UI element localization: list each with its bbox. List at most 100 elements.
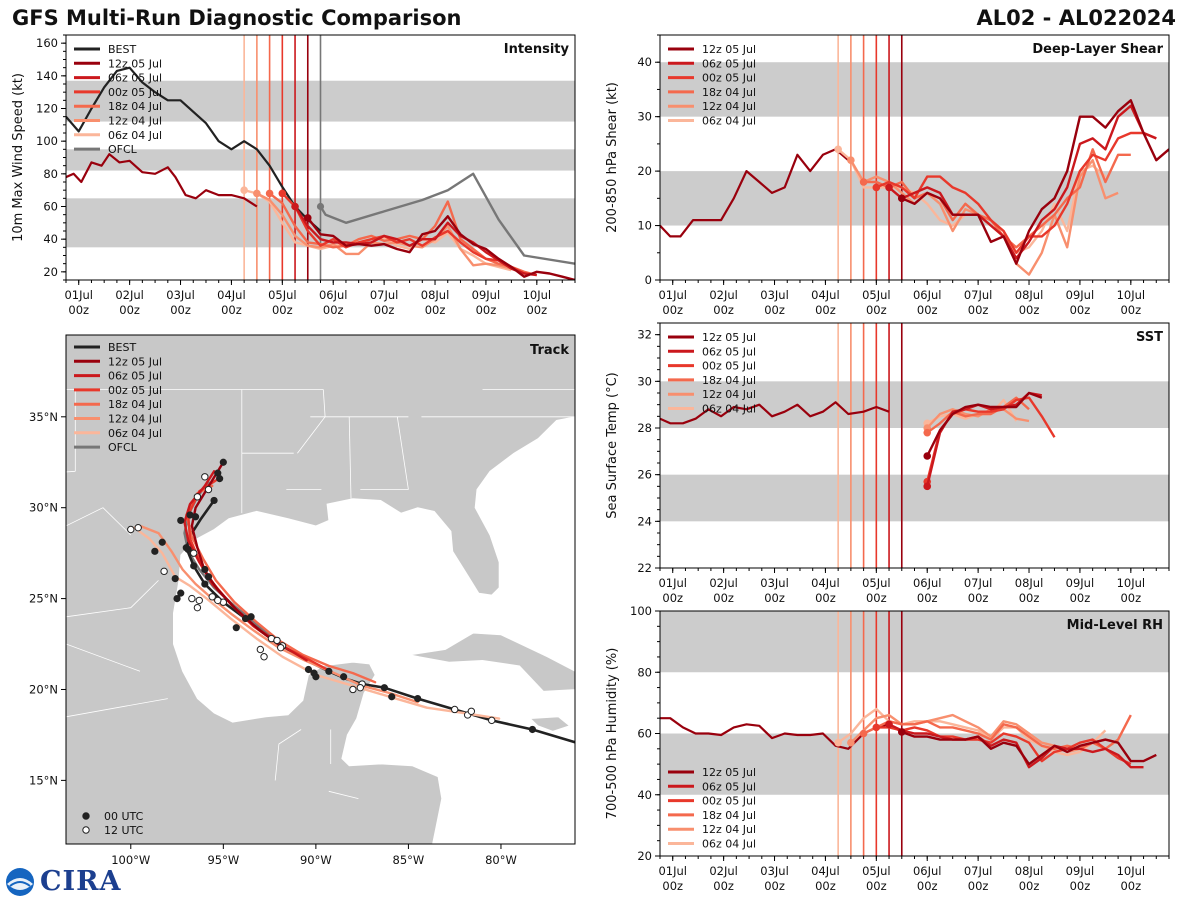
marker-00utc — [204, 573, 213, 581]
init-marker — [923, 428, 932, 437]
panel-title: Mid-Level RH — [1067, 618, 1163, 633]
init-marker — [265, 189, 274, 198]
series-line — [256, 192, 525, 275]
marker-12utc — [193, 493, 202, 501]
y-tick-label: 30 — [637, 374, 652, 388]
y-tick-label: 0 — [645, 273, 652, 287]
x-tick-label: 03Jul — [166, 288, 195, 302]
legend-label: 18z 04 Jul — [702, 86, 756, 99]
marker-12utc — [214, 596, 222, 605]
series-line — [319, 172, 575, 265]
x-tick-label: 09Jul — [1066, 864, 1095, 878]
x-tick-label: 07Jul — [964, 864, 993, 878]
x-tick-label: 07Jul — [964, 288, 993, 302]
series-line — [66, 66, 322, 232]
x-tick-label: 06Jul — [913, 576, 942, 590]
x-tick-label: 00z — [1120, 591, 1141, 605]
sst-panel: 22242628303201Jul00z02Jul00z03Jul00z04Ju… — [605, 322, 1170, 605]
legend-label: 00z 05 Jul — [702, 360, 756, 373]
series-line — [875, 131, 1157, 255]
init-marker — [847, 738, 855, 747]
x-tick-label: 00z — [866, 303, 887, 317]
init-marker — [240, 186, 248, 194]
legend-label: 12z 04 Jul — [702, 388, 756, 401]
x-tick-label: 00z — [272, 303, 293, 317]
legend-label: 12z 05 Jul — [702, 43, 756, 56]
x-tick-label: 00z — [764, 303, 785, 317]
y-tick-label: 80 — [43, 167, 58, 181]
x-tick-label: 08Jul — [421, 288, 450, 302]
x-tick-label: 02Jul — [709, 864, 738, 878]
marker-00utc — [191, 513, 200, 521]
legend-label: BEST — [108, 341, 136, 354]
marker-00utc — [247, 613, 255, 621]
marker-00utc — [340, 673, 348, 681]
y-tick-label: 80 — [637, 665, 652, 679]
track-line — [138, 524, 419, 704]
series-line — [926, 408, 1030, 429]
marker-00utc — [304, 665, 313, 674]
x-tick-label: 00z — [764, 591, 785, 605]
legend-label: BEST — [108, 43, 136, 56]
marker-00utc — [173, 594, 181, 603]
x-tick-label: 05Jul — [268, 288, 297, 302]
legend-label: 06z 04 Jul — [702, 403, 756, 416]
marker-00utc — [201, 565, 209, 574]
shear-panel: 01020304001Jul00z02Jul00z03Jul00z04Jul00… — [605, 34, 1170, 317]
legend-label: 06z 04 Jul — [108, 427, 162, 440]
init-marker — [885, 183, 893, 192]
marker-legend-label: 00 UTC — [104, 810, 144, 823]
marker-00utc — [201, 580, 209, 588]
track-line — [133, 526, 501, 720]
x-tick-label: 06Jul — [913, 864, 942, 878]
y-tick-label: 28 — [637, 421, 652, 435]
x-tick-label: 00z — [968, 591, 989, 605]
x-tick-label: 09Jul — [472, 288, 501, 302]
legend-label: 12z 04 Jul — [108, 115, 162, 128]
marker-00utc — [388, 693, 396, 701]
init-marker — [316, 202, 325, 211]
x-tick-label: 03Jul — [760, 288, 789, 302]
x-tick-label: 04Jul — [811, 576, 840, 590]
shaded-band — [660, 62, 1169, 117]
plot-area — [660, 323, 1169, 568]
x-tick-label: 01Jul — [658, 576, 687, 590]
series-line — [66, 153, 258, 208]
intensity-panel: 2040608010012014016001Jul00z02Jul00z03Ju… — [11, 34, 576, 317]
lon-tick-label: 90°W — [300, 853, 332, 867]
marker-00utc — [151, 547, 159, 555]
lat-tick-label: 25°N — [29, 592, 58, 606]
series-line — [901, 730, 1157, 766]
series-line — [660, 148, 850, 238]
marker-legend-symbol — [82, 826, 90, 834]
x-tick-label: 08Jul — [1015, 288, 1044, 302]
y-axis-label: 10m Max Wind Speed (kt) — [11, 73, 26, 242]
x-tick-label: 01Jul — [64, 288, 93, 302]
marker-00utc — [210, 496, 218, 505]
x-tick-label: 03Jul — [760, 576, 789, 590]
x-tick-label: 00z — [662, 879, 683, 893]
x-tick-label: 00z — [866, 591, 887, 605]
legend-label: 12z 04 Jul — [108, 413, 162, 426]
init-marker — [872, 723, 881, 732]
legend-label: 00z 05 Jul — [108, 86, 162, 99]
legend-label: 06z 04 Jul — [702, 115, 756, 128]
marker-00utc — [414, 694, 422, 703]
map-area — [66, 335, 575, 844]
marker-12utc — [467, 707, 476, 715]
y-tick-label: 20 — [637, 164, 652, 178]
legend-label: OFCL — [108, 441, 138, 454]
state-border — [328, 790, 359, 799]
marker-00utc — [528, 725, 537, 734]
y-tick-label: 40 — [43, 232, 58, 246]
storm-id: AL02 - AL022024 — [976, 6, 1177, 30]
marker-12utc — [188, 594, 196, 603]
series-line — [306, 215, 575, 280]
header-title: GFS Multi-Run Diagnostic Comparison — [12, 6, 462, 30]
x-tick-label: 00z — [476, 303, 497, 317]
y-tick-label: 120 — [36, 102, 58, 116]
marker-00utc — [177, 589, 185, 597]
x-tick-label: 02Jul — [709, 576, 738, 590]
init-marker — [278, 189, 287, 198]
